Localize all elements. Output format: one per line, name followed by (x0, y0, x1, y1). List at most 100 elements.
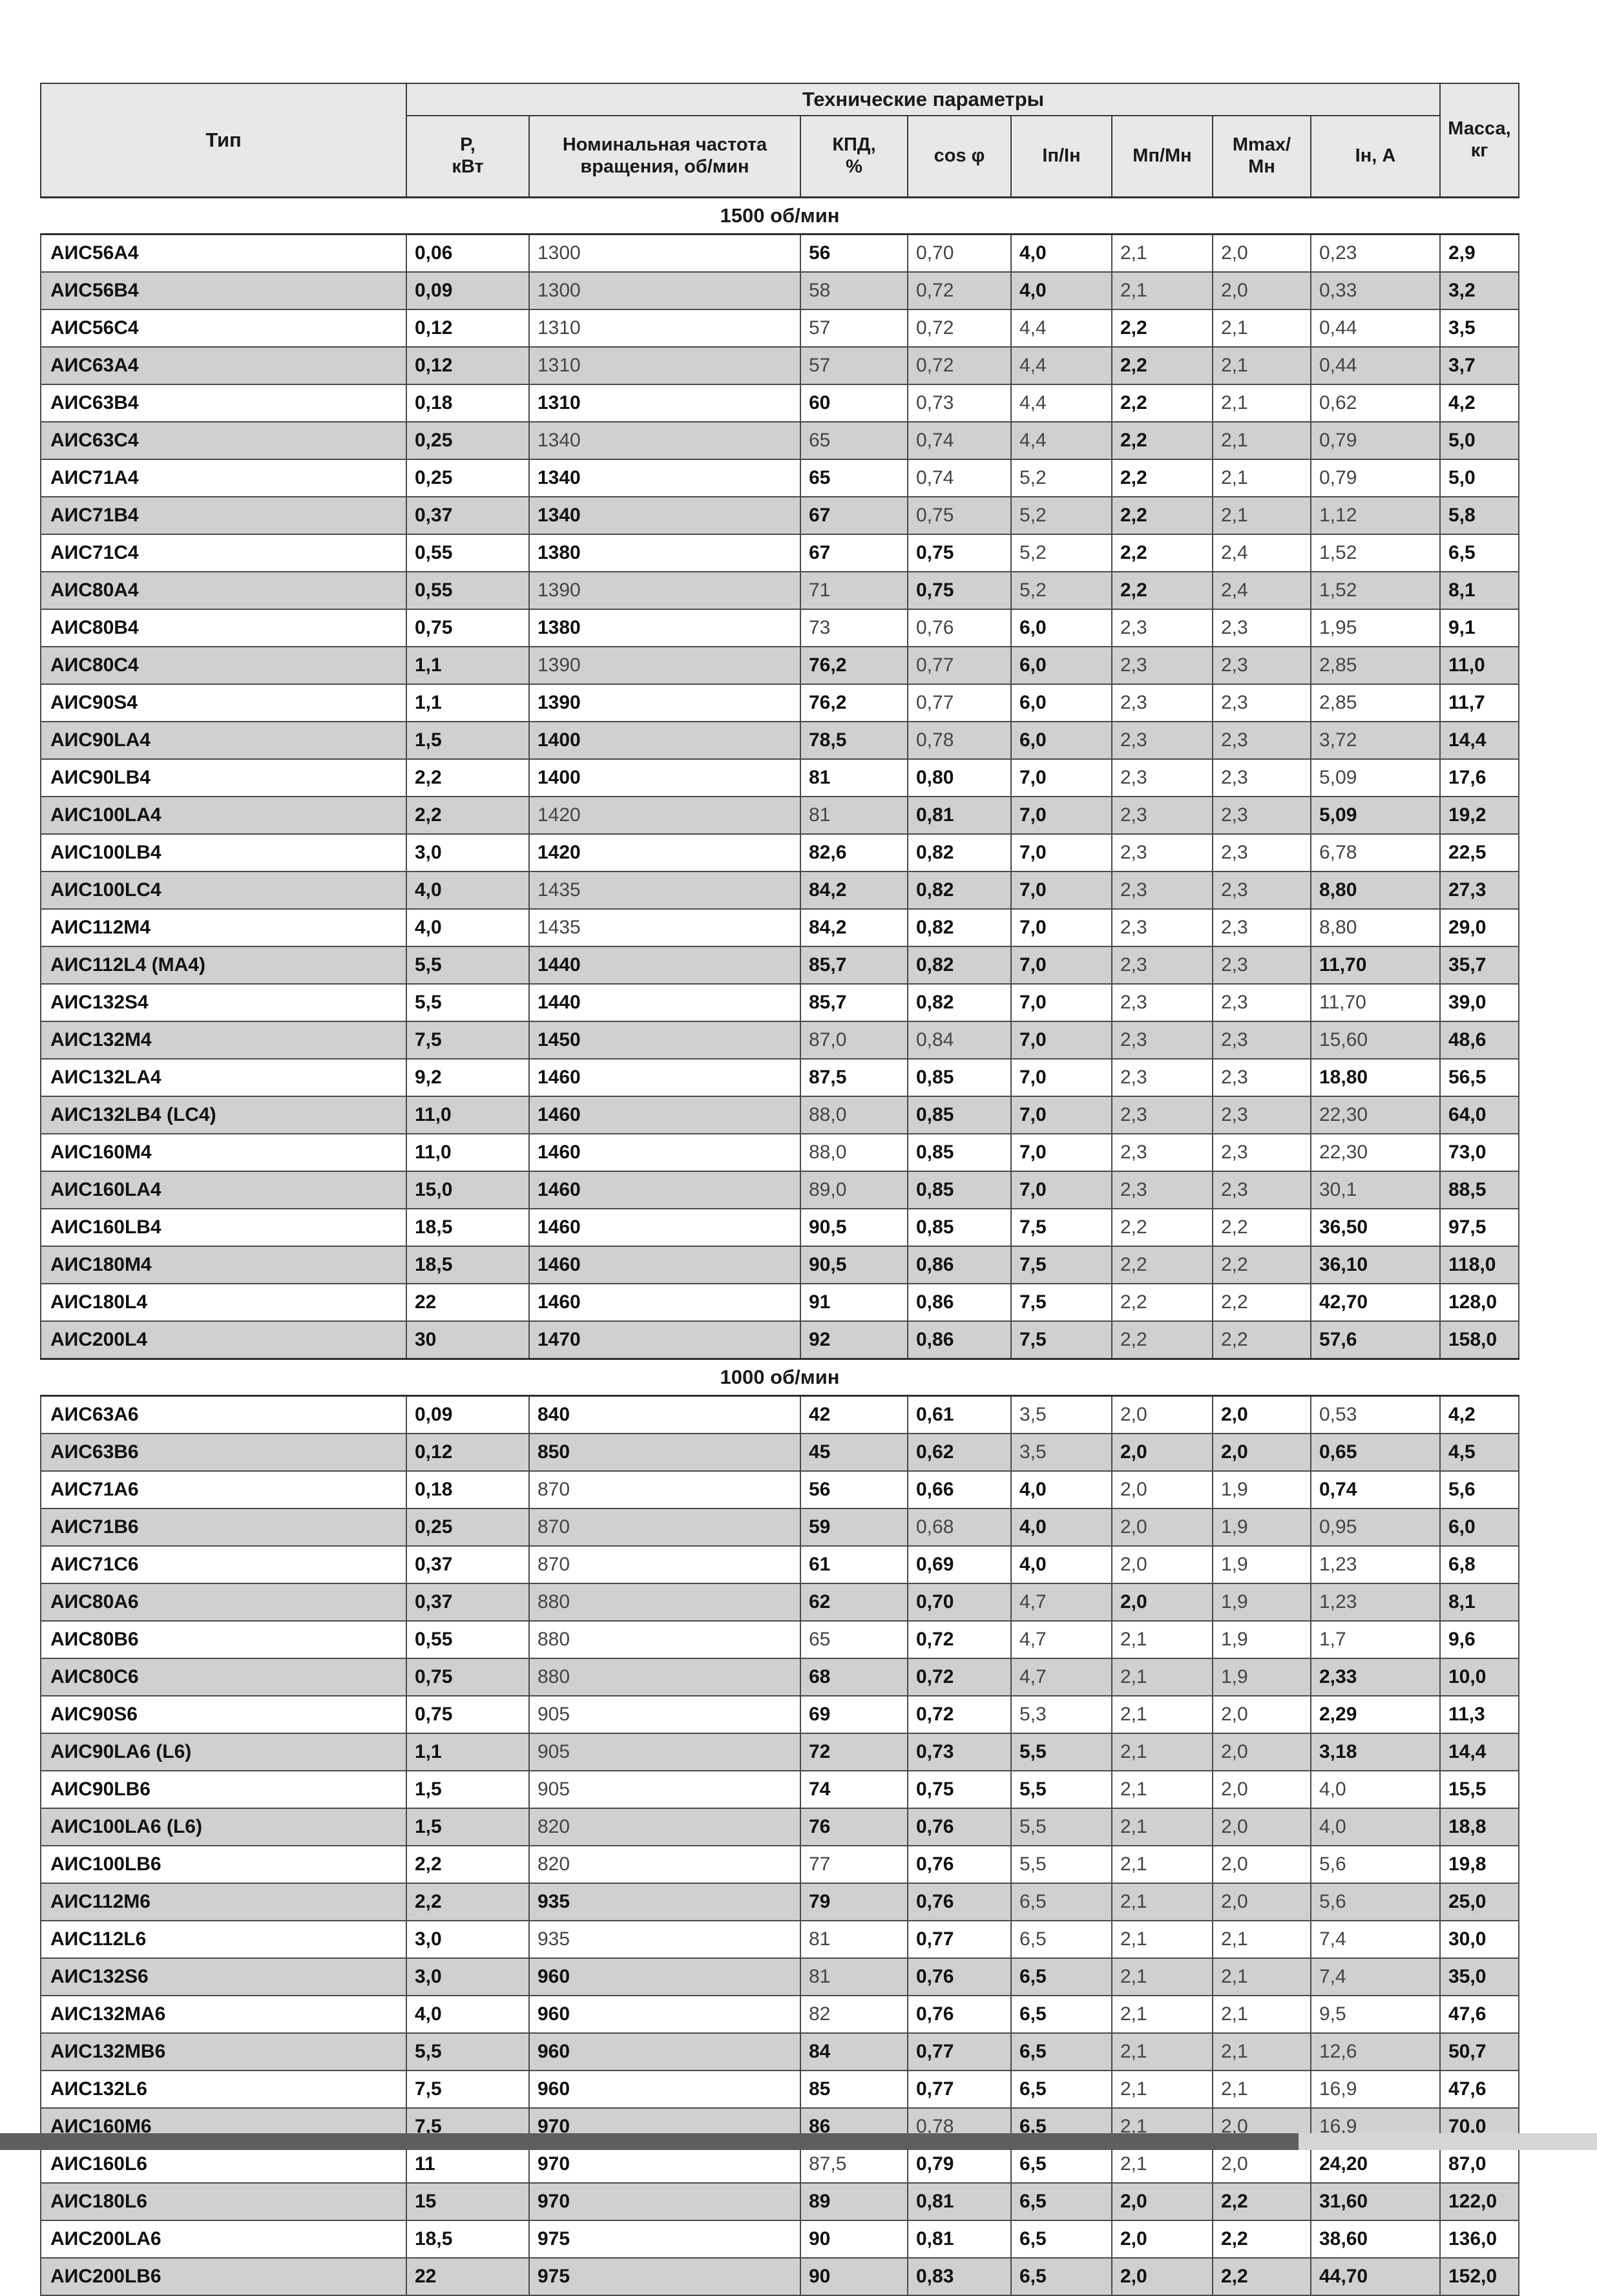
cell-power: 2,2 (406, 1882, 530, 1921)
cell-efficiency: 67 (800, 496, 908, 535)
cell-efficiency: 90,5 (800, 1207, 908, 1247)
cell-power: 5,5 (406, 2032, 530, 2071)
cell-mass: 73,0 (1439, 1132, 1519, 1172)
column-header-efficiency: КПД, % (800, 114, 908, 198)
cell-rpm: 1420 (528, 833, 801, 872)
cell-rated-current: 0,53 (1310, 1395, 1441, 1434)
cell-mass: 158,0 (1439, 1320, 1519, 1360)
table-row: АИС180L6 15 970 89 0,81 6,5 2,0 2,2 31,60 122,0 (40, 2182, 1519, 2221)
cell-max-torque-ratio: 2,0 (1212, 1695, 1311, 1734)
cell-cos-phi: 0,74 (907, 458, 1012, 497)
cell-type: АИС90LВ6 (40, 1769, 407, 1809)
cell-rpm: 1310 (528, 308, 801, 348)
cell-current-ratio: 5,2 (1010, 458, 1112, 497)
cell-rated-current: 6,78 (1310, 833, 1441, 872)
cell-cos-phi: 0,78 (907, 720, 1012, 760)
power-label-line2: кВт (452, 156, 484, 177)
cell-max-torque-ratio: 2,3 (1212, 983, 1311, 1022)
cell-type: АИС71С6 (40, 1545, 407, 1584)
cell-torque-ratio: 2,1 (1111, 271, 1213, 310)
cell-power: 0,55 (406, 533, 530, 572)
cell-power: 0,75 (406, 608, 530, 647)
cell-efficiency: 58 (800, 271, 908, 310)
cell-current-ratio: 6,5 (1010, 2257, 1112, 2296)
cell-power: 3,0 (406, 1919, 530, 1959)
cell-rated-current: 15,60 (1310, 1020, 1441, 1059)
cell-max-torque-ratio: 2,0 (1212, 1882, 1311, 1921)
cell-efficiency: 84 (800, 2032, 908, 2071)
cell-rated-current: 0,62 (1310, 383, 1441, 423)
cell-power: 1,5 (406, 1769, 530, 1809)
cell-max-torque-ratio: 2,1 (1212, 458, 1311, 497)
cell-torque-ratio: 2,1 (1111, 1994, 1213, 2034)
spec-table-container: Тип Технические параметры Масса, кг P, к… (40, 82, 1519, 2296)
cell-current-ratio: 5,5 (1010, 1807, 1112, 1846)
cell-type: АИС132L6 (40, 2069, 407, 2109)
cell-current-ratio: 7,0 (1010, 1095, 1112, 1134)
table-row: АИС80А4 0,55 1390 71 0,75 5,2 2,2 2,4 1,52 8,1 (40, 570, 1519, 610)
table-row: АИС90LВ6 1,5 905 74 0,75 5,5 2,1 2,0 4,0 15,5 (40, 1769, 1519, 1809)
cell-current-ratio: 5,5 (1010, 1769, 1112, 1809)
cell-current-ratio: 3,5 (1010, 1432, 1112, 1472)
cell-cos-phi: 0,85 (907, 1170, 1012, 1209)
cell-mass: 14,4 (1439, 1732, 1519, 1771)
cell-mass: 5,6 (1439, 1470, 1519, 1509)
table-row: АИС90LВ4 2,2 1400 81 0,80 7,0 2,3 2,3 5,09 17,6 (40, 758, 1519, 797)
cell-rpm: 870 (528, 1470, 801, 1509)
cell-rpm: 1435 (528, 870, 801, 910)
cell-mass: 5,0 (1439, 458, 1519, 497)
cell-rated-current: 9,5 (1310, 1994, 1441, 2034)
cell-rpm: 1450 (528, 1020, 801, 1059)
cell-max-torque-ratio: 2,0 (1212, 1769, 1311, 1809)
cell-torque-ratio: 2,3 (1111, 945, 1213, 985)
table-row: АИС160L6 11 970 87,5 0,79 6,5 2,1 2,0 24,20 87,0 (40, 2144, 1519, 2184)
cell-cos-phi: 0,80 (907, 758, 1012, 797)
cell-cos-phi: 0,86 (907, 1320, 1012, 1360)
table-row: АИС71В6 0,25 870 59 0,68 4,0 2,0 1,9 0,95 6,0 (40, 1507, 1519, 1547)
cell-torque-ratio: 2,2 (1111, 421, 1213, 460)
cell-efficiency: 59 (800, 1507, 908, 1547)
cell-rated-current: 12,6 (1310, 2032, 1441, 2071)
cell-cos-phi: 0,85 (907, 1132, 1012, 1172)
cell-type: АИС100LВ6 (40, 1844, 407, 1884)
cell-power: 0,75 (406, 1657, 530, 1696)
cell-power: 4,0 (406, 870, 530, 910)
cell-cos-phi: 0,82 (907, 983, 1012, 1022)
cell-cos-phi: 0,81 (907, 2182, 1012, 2221)
column-header-group-technical: Технические параметры (406, 83, 1441, 116)
cell-torque-ratio: 2,0 (1111, 2182, 1213, 2221)
cell-efficiency: 78,5 (800, 720, 908, 760)
cell-rpm: 820 (528, 1807, 801, 1846)
cell-mass: 35,0 (1439, 1957, 1519, 1996)
cell-type: АИС71А6 (40, 1470, 407, 1509)
cell-torque-ratio: 2,3 (1111, 683, 1213, 722)
cell-power: 0,06 (406, 233, 530, 273)
cell-power: 15 (406, 2182, 530, 2221)
cell-torque-ratio: 2,3 (1111, 870, 1213, 910)
cell-mass: 118,0 (1439, 1245, 1519, 1284)
cell-rated-current: 11,70 (1310, 983, 1441, 1022)
cell-max-torque-ratio: 2,4 (1212, 533, 1311, 572)
section-title: 1000 об/мин (41, 1357, 1519, 1397)
cell-efficiency: 76,2 (800, 683, 908, 722)
cell-max-torque-ratio: 2,3 (1212, 1020, 1311, 1059)
table-row: АИС132S6 3,0 960 81 0,76 6,5 2,1 2,1 7,4 35,0 (40, 1957, 1519, 1996)
cell-mass: 11,7 (1439, 683, 1519, 722)
cell-type: АИС200LА6 (40, 2219, 407, 2259)
table-row: АИС132МА6 4,0 960 82 0,76 6,5 2,1 2,1 9,5 47,6 (40, 1994, 1519, 2034)
cell-rated-current: 1,52 (1310, 533, 1441, 572)
cell-power: 0,37 (406, 496, 530, 535)
column-header-rated-current: Iн, А (1310, 114, 1441, 198)
cell-torque-ratio: 2,2 (1111, 308, 1213, 348)
cell-cos-phi: 0,77 (907, 645, 1012, 685)
cell-torque-ratio: 2,0 (1111, 2219, 1213, 2259)
cell-max-torque-ratio: 2,3 (1212, 1132, 1311, 1172)
cell-cos-phi: 0,77 (907, 2032, 1012, 2071)
cell-power: 0,12 (406, 308, 530, 348)
cell-efficiency: 45 (800, 1432, 908, 1472)
motor-spec-table: Тип Технические параметры Масса, кг P, к… (40, 82, 1519, 2296)
cell-max-torque-ratio: 2,1 (1212, 496, 1311, 535)
cell-torque-ratio: 2,3 (1111, 1020, 1213, 1059)
cell-max-torque-ratio: 1,9 (1212, 1507, 1311, 1547)
cell-power: 0,37 (406, 1582, 530, 1622)
